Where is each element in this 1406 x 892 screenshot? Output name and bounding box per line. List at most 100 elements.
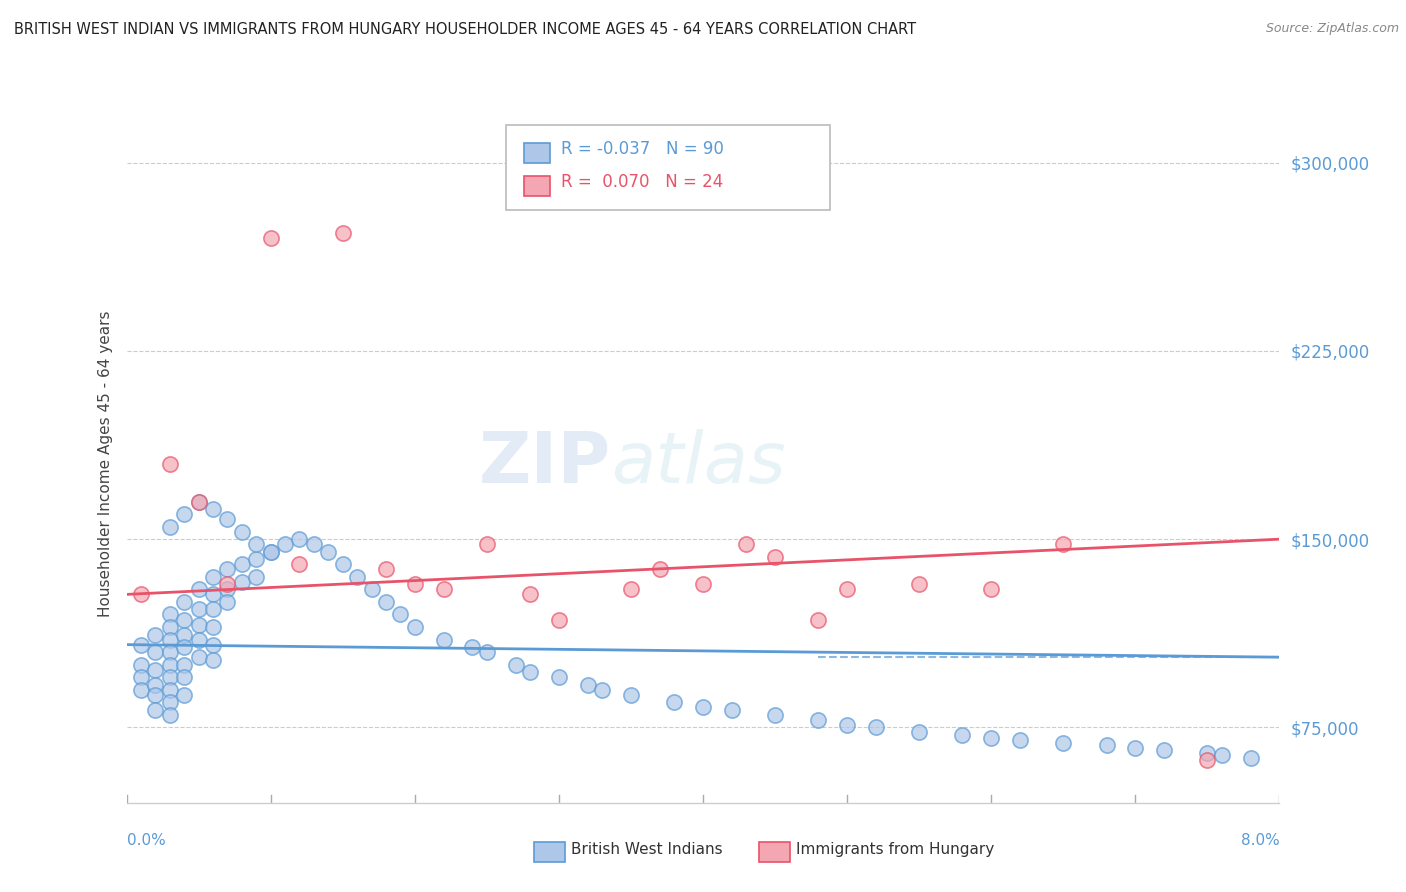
Point [159, 457, 181, 471]
Point [173, 657, 195, 672]
Point [547, 670, 569, 684]
Point [173, 688, 195, 702]
Point [519, 665, 541, 680]
Point [202, 587, 225, 601]
Point [245, 570, 267, 584]
Point [231, 574, 253, 589]
Text: Immigrants from Hungary: Immigrants from Hungary [796, 842, 994, 856]
Point [159, 519, 181, 533]
Point [389, 607, 412, 622]
Text: 8.0%: 8.0% [1240, 833, 1279, 847]
Point [332, 558, 354, 572]
Point [145, 703, 166, 717]
Point [288, 558, 311, 572]
Point [835, 718, 858, 732]
Point [1008, 733, 1031, 747]
Point [159, 645, 181, 659]
Point [202, 638, 225, 652]
Point [547, 613, 569, 627]
Text: Source: ZipAtlas.com: Source: ZipAtlas.com [1265, 22, 1399, 36]
Point [159, 695, 181, 709]
Point [692, 700, 714, 714]
Point [591, 682, 613, 697]
Point [865, 721, 887, 735]
Point [620, 688, 643, 702]
Point [187, 494, 209, 508]
Point [245, 552, 267, 566]
Text: ZIP: ZIP [478, 429, 610, 499]
Point [1125, 740, 1147, 755]
Point [433, 632, 456, 647]
Point [1052, 537, 1074, 551]
Point [763, 707, 786, 722]
Point [187, 632, 209, 647]
Point [950, 728, 973, 742]
Text: atlas: atlas [610, 429, 786, 499]
Point [129, 670, 152, 684]
Point [475, 537, 498, 551]
Point [202, 653, 225, 667]
Point [259, 545, 281, 559]
Point [145, 688, 166, 702]
Point [404, 620, 426, 634]
Point [316, 545, 339, 559]
Point [1153, 743, 1175, 757]
Point [461, 640, 484, 654]
Point [145, 663, 166, 677]
Point [187, 494, 209, 508]
Point [302, 537, 325, 551]
Text: R = -0.037   N = 90: R = -0.037 N = 90 [561, 140, 724, 158]
Point [980, 731, 1002, 745]
Point [576, 678, 599, 692]
Point [648, 562, 671, 576]
Point [519, 587, 541, 601]
Point [129, 638, 152, 652]
Point [346, 570, 368, 584]
Point [231, 558, 253, 572]
Point [187, 582, 209, 597]
Point [664, 695, 686, 709]
Point [173, 507, 195, 521]
Point [159, 620, 181, 634]
Y-axis label: Householder Income Ages 45 - 64 years: Householder Income Ages 45 - 64 years [97, 310, 112, 617]
Point [202, 502, 225, 516]
Point [187, 650, 209, 665]
Point [1197, 746, 1219, 760]
Point [187, 617, 209, 632]
Point [145, 645, 166, 659]
Point [173, 627, 195, 641]
Point [159, 632, 181, 647]
Point [374, 562, 396, 576]
Point [288, 532, 311, 546]
Point [159, 657, 181, 672]
Point [1095, 738, 1118, 752]
Point [245, 537, 267, 551]
Point [217, 512, 239, 526]
Point [145, 627, 166, 641]
Point [259, 545, 281, 559]
Point [173, 640, 195, 654]
Point [173, 613, 195, 627]
Point [763, 549, 786, 564]
Point [159, 707, 181, 722]
Text: BRITISH WEST INDIAN VS IMMIGRANTS FROM HUNGARY HOUSEHOLDER INCOME AGES 45 - 64 Y: BRITISH WEST INDIAN VS IMMIGRANTS FROM H… [14, 22, 917, 37]
Point [129, 657, 152, 672]
Point [217, 582, 239, 597]
Point [145, 678, 166, 692]
Point [835, 582, 858, 597]
Point [735, 537, 758, 551]
Point [202, 620, 225, 634]
Point [259, 231, 281, 245]
Point [187, 602, 209, 616]
Point [1239, 750, 1261, 764]
Point [159, 682, 181, 697]
Point [807, 713, 830, 727]
Point [807, 613, 830, 627]
Point [505, 657, 527, 672]
Text: British West Indians: British West Indians [571, 842, 723, 856]
Point [404, 577, 426, 591]
Point [217, 577, 239, 591]
Text: R =  0.070   N = 24: R = 0.070 N = 24 [561, 173, 723, 191]
Point [1211, 748, 1233, 763]
Point [908, 725, 931, 739]
